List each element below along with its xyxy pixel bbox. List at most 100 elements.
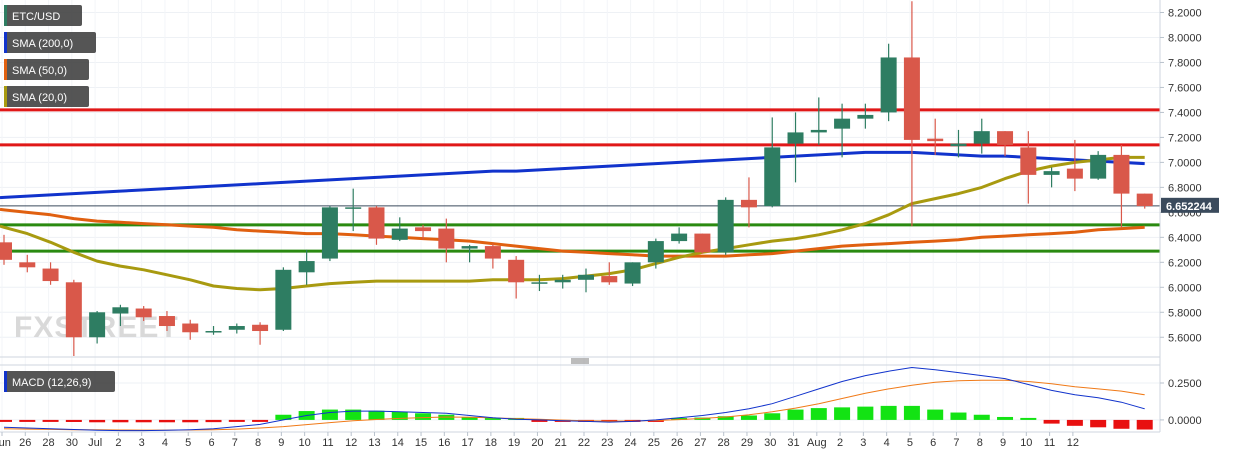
candle[interactable] [321, 206, 338, 262]
candle[interactable] [158, 311, 175, 332]
candle[interactable] [368, 206, 385, 245]
candle[interactable] [508, 256, 525, 299]
macd-line[interactable] [3, 366, 1145, 432]
candle[interactable] [857, 103, 874, 129]
candle-body [298, 261, 315, 273]
macd-histogram-bar [857, 406, 874, 420]
macd-histogram-bar [1113, 419, 1130, 429]
macd-histogram-bar [112, 419, 129, 423]
time-tick-label: 11 [322, 437, 333, 449]
time-tick-label: 9 [278, 437, 284, 449]
candle[interactable] [903, 1, 920, 227]
candle[interactable] [112, 304, 129, 327]
candle[interactable] [1113, 144, 1130, 228]
candle[interactable] [19, 254, 36, 273]
candle[interactable] [1136, 193, 1153, 209]
candle[interactable] [927, 118, 944, 155]
candle[interactable] [0, 234, 12, 265]
candle[interactable] [810, 97, 827, 145]
candle[interactable] [578, 268, 594, 293]
candle[interactable] [252, 322, 269, 345]
candle[interactable] [694, 233, 711, 254]
macd-histogram-bar [1136, 419, 1153, 430]
candle-body [368, 207, 385, 239]
candle[interactable] [1020, 131, 1037, 204]
candle[interactable] [973, 118, 990, 154]
time-tick-label: 30 [764, 437, 776, 449]
candle[interactable] [461, 244, 478, 263]
candle[interactable] [345, 188, 362, 232]
candle[interactable] [997, 131, 1014, 157]
candle[interactable] [624, 262, 641, 287]
candle[interactable] [880, 43, 897, 122]
candle[interactable] [950, 129, 967, 158]
price-tick-label: 7.2000 [1168, 132, 1202, 144]
candle-body [321, 207, 338, 259]
time-tick-label: 19 [508, 437, 520, 449]
candle[interactable] [135, 306, 152, 322]
legend-symbol[interactable]: ETC/USD [4, 5, 82, 26]
candle[interactable] [42, 262, 59, 285]
candle[interactable] [554, 274, 571, 289]
price-tick-label: 7.4000 [1168, 107, 1202, 119]
time-tick-label: Aug [807, 437, 827, 449]
candle[interactable] [1066, 139, 1083, 192]
candle[interactable] [601, 262, 618, 285]
candle[interactable] [228, 323, 245, 334]
candle[interactable] [647, 238, 664, 269]
time-tick-label: 27 [694, 437, 706, 449]
candle[interactable] [391, 217, 408, 242]
candle[interactable] [834, 103, 851, 158]
candle[interactable] [438, 218, 455, 263]
candle[interactable] [275, 267, 292, 332]
macd-axis: 0.2500 0.0000 [1160, 378, 1202, 427]
macd-histogram-bar [275, 414, 292, 420]
legend: ETC/USD SMA (200,0) SMA (50,0) SMA (20,0… [4, 5, 115, 392]
sma-line-200[interactable] [0, 150, 1145, 200]
macd-histogram-bar [764, 413, 781, 420]
candle[interactable] [65, 279, 82, 356]
candle-body [252, 324, 269, 332]
legend-sma-50[interactable]: SMA (50,0) [4, 59, 89, 80]
candle[interactable] [484, 243, 501, 269]
candle-body [112, 307, 129, 314]
candle[interactable] [89, 311, 106, 344]
legend-sma-200[interactable]: SMA (200,0) [4, 32, 96, 53]
candle-body [834, 118, 851, 129]
candle[interactable] [531, 274, 548, 292]
candle-body [1090, 154, 1107, 179]
price-tick-label: 8.2000 [1168, 7, 1202, 19]
candle[interactable] [787, 112, 804, 183]
macd-histogram-bar [973, 414, 990, 420]
candle[interactable] [415, 224, 432, 240]
time-tick-label: 28 [718, 437, 730, 449]
candle-body [345, 207, 362, 209]
time-tick-label: 10 [1020, 437, 1032, 449]
legend-macd[interactable]: MACD (12,26,9) [4, 371, 115, 392]
legend-sma-20[interactable]: SMA (20,0) [4, 86, 89, 107]
macd-histogram-bar [810, 408, 827, 420]
candle[interactable] [1090, 151, 1107, 180]
candle[interactable] [671, 227, 688, 244]
sma-line-50[interactable] [0, 207, 1145, 258]
candle-body [671, 233, 688, 242]
macd-histogram-bar [89, 419, 106, 423]
candle[interactable] [298, 249, 315, 285]
panel-splitter-handle[interactable] [571, 358, 589, 364]
candle-body [484, 246, 501, 259]
macd-histogram-bar [19, 419, 36, 422]
time-tick-label: 5 [907, 437, 913, 449]
legend-macd-label: MACD (12,26,9) [12, 377, 91, 389]
macd-histogram-bar [787, 409, 804, 420]
candle-body [135, 308, 152, 318]
candle[interactable] [764, 117, 781, 208]
candle[interactable] [1043, 167, 1060, 188]
candle-body [461, 246, 478, 249]
candle[interactable] [740, 177, 757, 228]
candle[interactable] [182, 319, 199, 340]
candle[interactable] [717, 197, 734, 255]
candle[interactable] [205, 326, 222, 335]
time-tick-label: 23 [601, 437, 613, 449]
candle-body [880, 57, 897, 113]
price-tick-label: 6.2000 [1168, 257, 1202, 269]
